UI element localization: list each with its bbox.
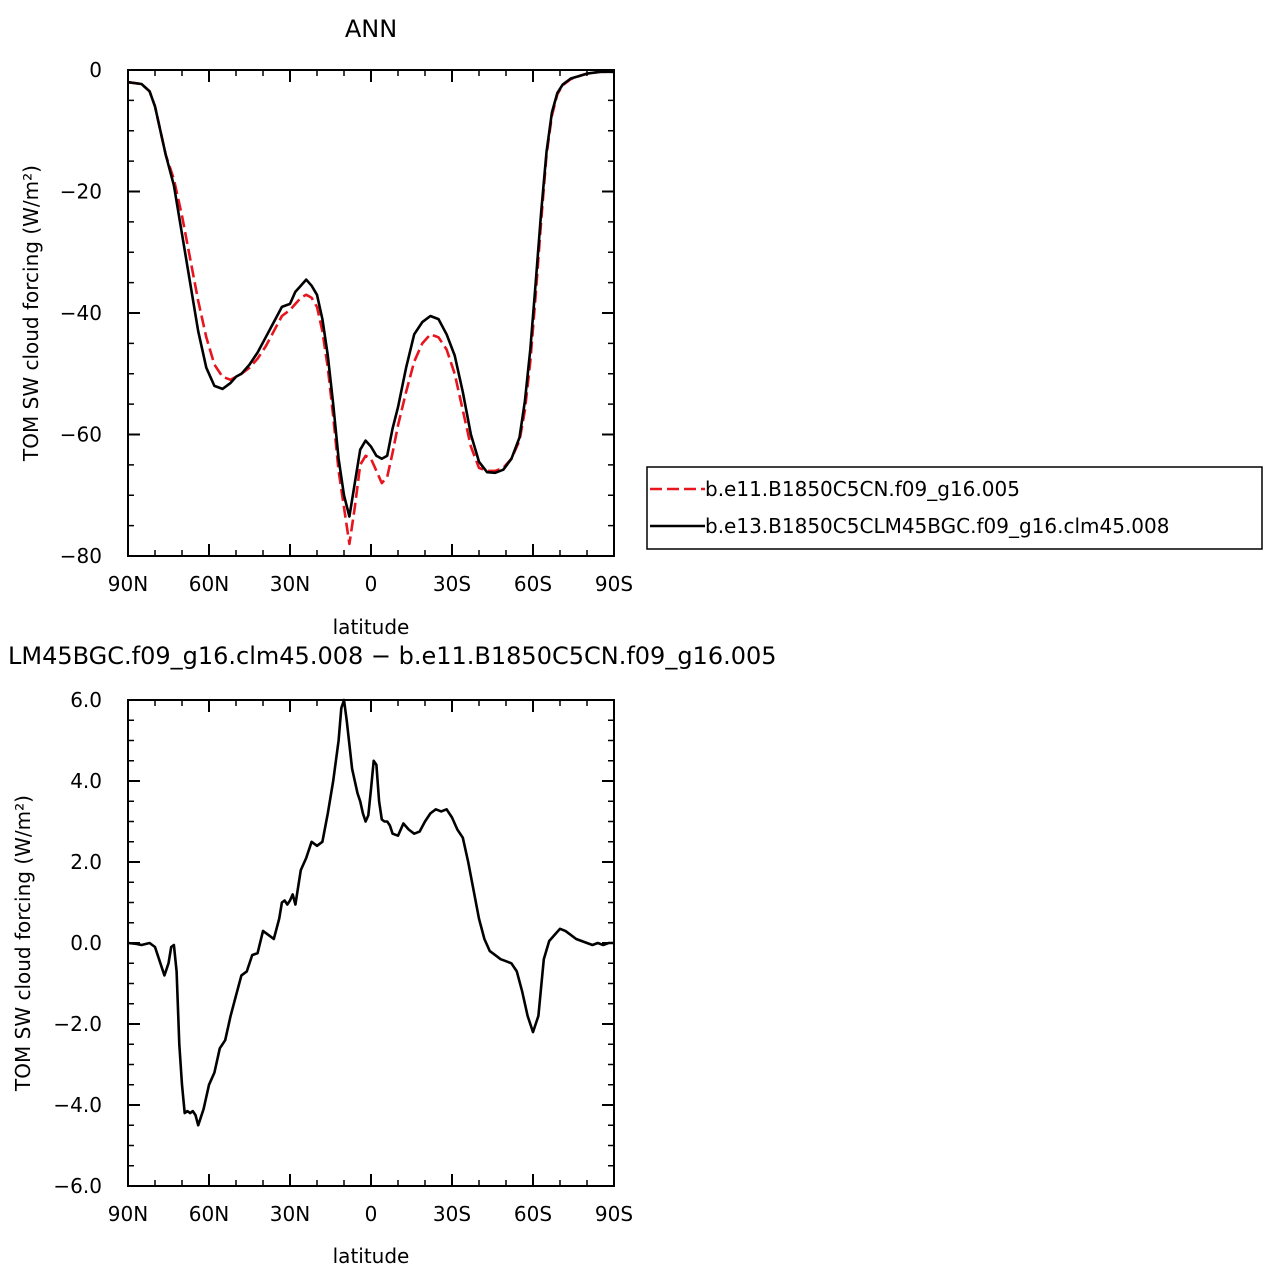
legend-label-1: b.e13.B1850C5CLM45BGC.f09_g16.clm45.008	[705, 514, 1169, 538]
top-x-axis-label: latitude	[333, 615, 410, 639]
bottom-x-tick-label-0: 90N	[108, 1202, 148, 1226]
top-x-tick-label-2: 30N	[270, 572, 310, 596]
bottom-x-tick-label-4: 30S	[433, 1202, 471, 1226]
top-x-tick-label-5: 60S	[514, 572, 552, 596]
top-x-tick-label-4: 30S	[433, 572, 471, 596]
bottom-series-group	[127, 698, 614, 1127]
top-y-axis-label: TOM SW cloud forcing (W/m²)	[19, 165, 43, 462]
top-tick-labels: 90N 60N 30N 0 30S 60S 90S 0 −20 −40 −60 −80	[60, 58, 633, 596]
top-y-tick-label-2: −40	[60, 301, 102, 325]
top-panel: ANN 90N 60N 30N 0 30S 60S 90S 0 −20 −40 −60 −80 lat…	[19, 15, 1263, 639]
bottom-y-tick-label-4: −2.0	[53, 1012, 102, 1036]
bottom-panel: LM45BGC.f09_g16.clm45.008 − b.e11.B1850C…	[8, 642, 777, 1268]
top-plot-frame	[127, 69, 615, 557]
top-y-tick-label-3: −60	[60, 423, 102, 447]
legend-label-0: b.e11.B1850C5CN.f09_g16.005	[705, 477, 1020, 501]
bottom-y-tick-label-2: 2.0	[70, 850, 102, 874]
bottom-y-tick-label-6: −6.0	[53, 1174, 102, 1198]
bottom-y-axis-label: TOM SW cloud forcing (W/m²)	[11, 795, 35, 1092]
top-axes-ticks	[127, 69, 615, 557]
top-x-tick-label-0: 90N	[108, 572, 148, 596]
bottom-y-tick-label-5: −4.0	[53, 1093, 102, 1117]
bottom-x-tick-label-3: 0	[365, 1202, 378, 1226]
bottom-x-tick-label-1: 60N	[189, 1202, 229, 1226]
bottom-chart-title: LM45BGC.f09_g16.clm45.008 − b.e11.B1850C…	[8, 642, 777, 670]
top-y-tick-label-4: −80	[60, 544, 102, 568]
bottom-y-tick-label-0: 6.0	[70, 688, 102, 712]
bottom-x-tick-label-6: 90S	[595, 1202, 633, 1226]
top-chart-title: ANN	[345, 15, 397, 43]
bottom-x-tick-label-2: 30N	[270, 1202, 310, 1226]
bottom-x-tick-label-5: 60S	[514, 1202, 552, 1226]
top-y-tick-label-0: 0	[89, 58, 102, 82]
top-x-tick-label-1: 60N	[189, 572, 229, 596]
bottom-x-axis-label: latitude	[333, 1244, 410, 1268]
legend: b.e11.B1850C5CN.f09_g16.005 b.e13.B1850C…	[646, 466, 1263, 550]
bottom-plot-frame	[127, 699, 615, 1187]
top-series-0-line	[127, 70, 614, 546]
top-series-1-line	[127, 70, 614, 518]
top-series-group	[127, 70, 614, 546]
top-y-tick-label-1: −20	[60, 180, 102, 204]
top-x-tick-label-3: 0	[365, 572, 378, 596]
bottom-tick-labels: 90N 60N 30N 0 30S 60S 90S 6.0 4.0 2.0 0.0 −2.0 −4.0 −…	[53, 688, 633, 1226]
bottom-series-0-line	[127, 698, 614, 1127]
top-x-tick-label-6: 90S	[595, 572, 633, 596]
bottom-y-tick-label-3: 0.0	[70, 931, 102, 955]
legend-box	[646, 466, 1263, 550]
bottom-y-tick-label-1: 4.0	[70, 769, 102, 793]
